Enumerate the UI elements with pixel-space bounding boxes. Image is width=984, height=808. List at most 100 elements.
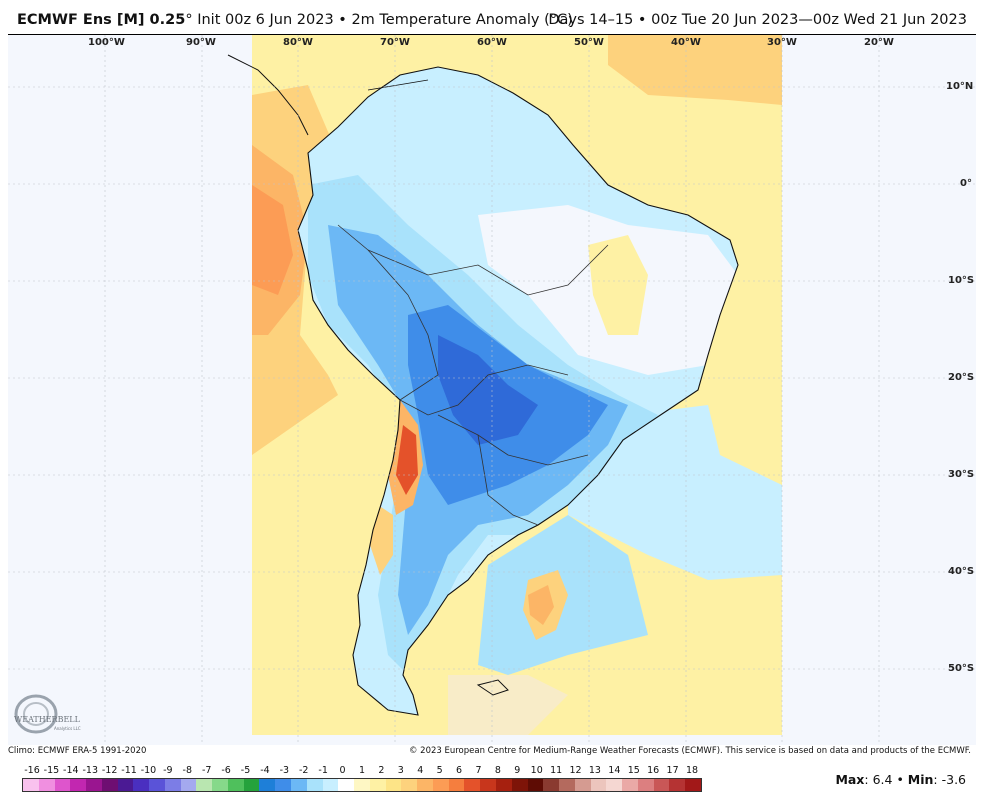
colorbar-swatch [448,779,465,791]
lon-label: 20°W [864,37,894,48]
colorbar-swatch [164,779,181,791]
colorbar-swatch [417,779,433,791]
colorbar-swatch [527,779,544,791]
colorbar-swatch [275,779,292,791]
colorbar-swatch [180,779,197,791]
colorbar-swatch [385,779,402,791]
min-value: -3.6 [941,772,966,787]
colorbar-swatch [54,779,71,791]
colorbar-swatch [38,779,55,791]
colorbar-swatch [464,779,481,791]
colorbar-swatch [622,779,638,791]
falklands-outline [476,679,509,696]
colorbar-swatch [243,779,260,791]
colorbar-tick-label: 14 [608,765,621,776]
colorbar-swatch [637,779,654,791]
country-borders [367,244,609,296]
colorbar-swatch [212,779,228,791]
lon-label: 30°W [767,37,797,48]
colorbar-swatch [369,779,386,791]
map-canvas [8,35,976,745]
lon-label: 100°W [88,37,125,48]
lon-label: 90°W [186,37,216,48]
colorbar-swatch [291,779,307,791]
colorbar-tick-label: -5 [240,765,251,776]
colorbar-tick-label: 5 [436,765,443,776]
colorbar-swatch [23,779,39,791]
lon-label: 40°W [671,37,701,48]
colorbar-tick-label: 13 [588,765,601,776]
colorbar-tick-label: -16 [24,765,40,776]
colorbar: -16 -15 -14 -13 -12 -11 -10 -9 -8 -7 -6 -5 -4 -3 -2 -1 0… [22,765,702,793]
colorbar-swatch [354,779,370,791]
max-value: 6.4 [872,772,893,787]
lon-label: 80°W [283,37,313,48]
colorbar-tick-label: 8 [494,765,501,776]
colorbar-swatch [86,779,102,791]
svg-text:Analytics LLC: Analytics LLC [54,726,81,731]
valid-time: Days 14–15 • 00z Tue 20 Jun 2023—00z Wed… [548,12,967,28]
colorbar-swatch [133,779,150,791]
colorbar-tick-label: -9 [163,765,173,776]
climo-note: Climo: ECMWF ERA-5 1991-2020 [8,746,147,756]
init-time: Init 00z 6 Jun 2023 [197,12,334,28]
logo-swirl-icon: WEATHERBELL Analytics LLC [14,694,81,734]
copyright-note: © 2023 European Centre for Medium-Range … [408,746,971,756]
colorbar-swatch [511,779,528,791]
colorbar-tick-label: -13 [82,765,98,776]
header-title: ECMWF Ens [M] 0.25° Init 00z 6 Jun 2023 … [17,12,573,28]
colorbar-swatch [432,779,449,791]
variable-name: 2m Temperature Anomaly (°C) [351,12,573,28]
lon-label: 70°W [380,37,410,48]
colorbar-tick-label: 11 [550,765,563,776]
max-min-stats: Max: 6.4 • Min: -3.6 [835,772,966,787]
graticule [8,35,976,745]
colorbar-tick-label: 6 [456,765,463,776]
lat-label: 50°S [948,663,975,674]
map-header: ECMWF Ens [M] 0.25° Init 00z 6 Jun 2023 … [0,0,984,35]
atlantic-warm-anomaly [608,35,782,105]
colorbar-tick-label: -4 [260,765,270,776]
colorbar-tick-label: 16 [647,765,660,776]
weatherbell-logo: WEATHERBELL Analytics LLC [10,692,96,740]
colorbar-tick-label: 10 [530,765,543,776]
lon-label: 50°W [574,37,604,48]
colorbar-tick-label: 2 [378,765,385,776]
colorbar-tick-label: 15 [627,765,640,776]
colorbar-swatch [606,779,623,791]
lat-label: 10°N [946,81,974,92]
anomaly-map: 100°W 90°W 80°W 70°W 60°W 50°W 40°W 30°W… [8,35,976,745]
colorbar-swatch [338,779,355,791]
colorbar-tick-label: 3 [397,765,404,776]
colorbar-swatch [543,779,560,791]
colorbar-tick-label: 12 [569,765,582,776]
colorbar-tick-label: 1 [358,765,366,776]
colorbar-swatch [117,779,134,791]
colorbar-tick-label: -1 [318,765,328,776]
colorbar-tick-label: 9 [514,765,521,776]
colorbar-tick-label: -6 [221,765,231,776]
lon-label: 60°W [477,37,507,48]
colorbar-tick-label: 7 [475,765,482,776]
colorbar-swatch [590,779,607,791]
colorbar-tick-label: -8 [182,765,193,776]
lat-label: 40°S [948,566,975,577]
atlantic-cool-anomaly [568,405,782,580]
colorbar-tick-label: -11 [121,765,137,776]
colorbar-tick-label: -15 [43,765,60,776]
colorbar-swatch [495,779,512,791]
colorbar-swatch [227,779,244,791]
colorbar-swatch [322,779,339,791]
colorbar-swatch [101,779,118,791]
colorbar-swatch [669,779,686,791]
lat-label: 30°S [948,469,975,480]
colorbar-swatch [559,779,575,791]
colorbar-strip [22,778,702,792]
header-divider [8,34,976,35]
lat-label: 0° [960,178,972,189]
colorbar-swatch [70,779,87,791]
colorbar-tick-label: -3 [279,765,290,776]
colorbar-swatch [480,779,496,791]
colorbar-tick-label: 18 [685,765,699,776]
colorbar-swatch [401,779,418,791]
